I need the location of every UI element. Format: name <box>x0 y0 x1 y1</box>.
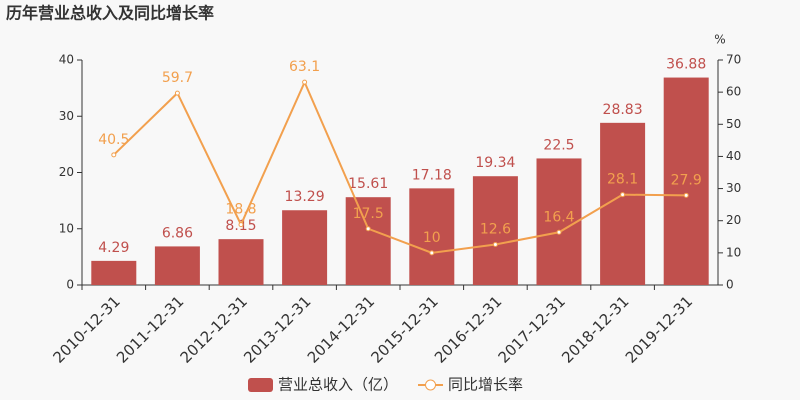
x-tick-label: 2016-12-31 <box>431 292 505 366</box>
y-tick-label: 30 <box>59 109 74 123</box>
bar <box>536 158 582 285</box>
line-point <box>429 250 435 256</box>
line-value-label: 12.6 <box>480 222 511 238</box>
bar <box>663 77 709 285</box>
y2-tick-label: 0 <box>726 278 734 292</box>
line-point <box>556 229 562 235</box>
line <box>113 79 687 254</box>
y2-tick-label: 70 <box>726 53 741 67</box>
y-tick-label: 10 <box>59 221 74 235</box>
bar-value-label: 4.29 <box>98 240 129 256</box>
line-value-label: 63.1 <box>289 59 320 75</box>
x-tick-label: 2011-12-31 <box>113 292 187 366</box>
bar-value-label: 19.34 <box>475 155 515 171</box>
x-tick-label: 2012-12-31 <box>177 292 251 366</box>
bar <box>345 197 391 285</box>
line-value-label: 16.4 <box>543 209 574 225</box>
bar <box>472 176 518 285</box>
y-tick-label: 20 <box>59 165 74 179</box>
bar <box>154 246 200 285</box>
line-value-label: 27.9 <box>671 172 702 188</box>
bar <box>218 239 264 285</box>
bar-value-label: 28.83 <box>603 102 643 118</box>
y2-tick-label: 10 <box>726 245 741 259</box>
line-point <box>174 90 180 96</box>
line-value-label: 17.5 <box>353 206 384 222</box>
legend-label: 营业总收入（亿） <box>278 376 398 394</box>
bar-value-label: 17.18 <box>412 167 452 183</box>
y-tick-label: 0 <box>66 278 74 292</box>
line-value-label: 10 <box>423 230 441 246</box>
bar <box>282 210 328 285</box>
bar-value-label: 36.88 <box>666 57 706 73</box>
legend-label: 同比增长率 <box>448 376 523 394</box>
line-value-label: 40.5 <box>98 132 129 148</box>
line-value-label: 59.7 <box>162 70 193 86</box>
line-point <box>365 226 371 232</box>
line-point <box>238 222 244 228</box>
y2-tick-label: 40 <box>726 149 741 163</box>
line-point <box>620 192 626 198</box>
line-point <box>111 152 117 158</box>
legend-swatch <box>248 378 273 392</box>
bar-value-label: 15.61 <box>348 176 388 192</box>
x-tick-label: 2014-12-31 <box>304 292 378 366</box>
line-value-label: 18.8 <box>225 202 256 218</box>
y2-axis-label: % <box>714 33 725 47</box>
y2-tick-label: 60 <box>726 85 741 99</box>
bar <box>409 188 455 285</box>
legend-swatch <box>425 379 437 391</box>
line-point <box>302 79 308 85</box>
y-tick-label: 40 <box>59 53 74 67</box>
x-tick-label: 2018-12-31 <box>558 292 632 366</box>
y2-tick-label: 50 <box>726 117 741 131</box>
x-tick-label: 2013-12-31 <box>240 292 314 366</box>
bar-value-label: 6.86 <box>162 225 193 241</box>
chart-title: 历年营业总收入及同比增长率 <box>6 4 214 23</box>
line-value-label: 28.1 <box>607 172 638 188</box>
bar-value-label: 13.29 <box>285 189 325 205</box>
y2-tick-label: 30 <box>726 181 741 195</box>
x-tick-label: 2015-12-31 <box>367 292 441 366</box>
y2-tick-label: 20 <box>726 213 741 227</box>
bar-value-label: 22.5 <box>543 137 574 153</box>
line-point <box>492 242 498 247</box>
line-point <box>683 192 689 198</box>
x-tick-label: 2010-12-31 <box>49 292 123 366</box>
x-tick-label: 2019-12-31 <box>622 292 696 366</box>
bar <box>91 260 137 285</box>
x-tick-label: 2017-12-31 <box>495 292 569 366</box>
